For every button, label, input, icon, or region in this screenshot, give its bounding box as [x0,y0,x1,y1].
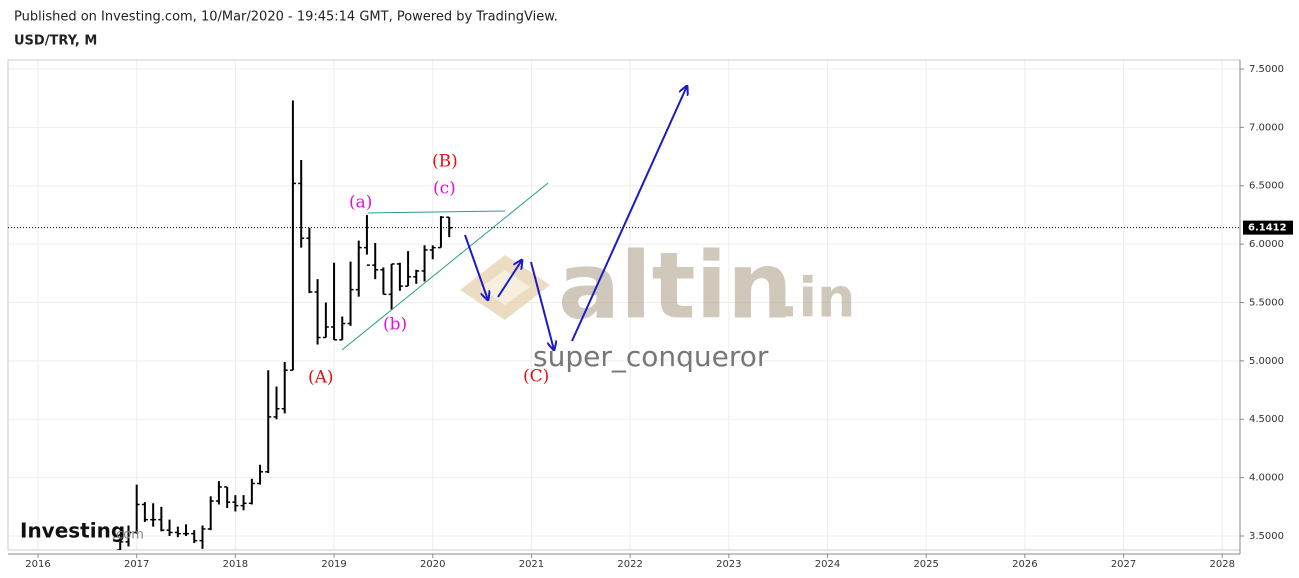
watermark: altin .in [460,232,855,339]
arrow [464,234,488,300]
wave-label: (a) [349,193,372,213]
x-tick-label: 2019 [321,559,346,570]
y-tick-label: 6.0000 [1249,239,1284,250]
watermark-tld: .in [778,267,855,330]
y-tick-label: 4.5000 [1249,414,1284,425]
wave-label: (C) [523,367,549,387]
x-tick-label: 2027 [1111,559,1136,570]
wave-label: (c) [433,179,456,199]
published-note: Published on Investing.com, 10/Mar/2020 … [14,10,558,25]
x-tick-label: 2021 [519,559,544,570]
logo-name: Investing [20,519,125,543]
watermark-brand: altin [558,232,793,339]
x-tick-label: 2028 [1210,559,1235,570]
y-tick-label: 7.5000 [1249,64,1284,75]
wave-label: (A) [308,368,334,388]
bars [117,100,453,550]
y-tick-label: 5.0000 [1249,356,1284,367]
author: super_conqueror [533,340,769,373]
x-tick-label: 2022 [617,559,642,570]
x-tick-label: 2016 [25,559,50,570]
y-tick-label: 3.5000 [1249,531,1284,542]
y-tick-label: 5.5000 [1249,297,1284,308]
x-tick-label: 2023 [716,559,741,570]
arrow [497,260,522,298]
x-tick-label: 2020 [420,559,445,570]
trend-line [341,182,549,351]
logo-suffix: .com [112,528,144,543]
x-tick-label: 2025 [913,559,938,570]
y-tick-label: 6.5000 [1249,181,1284,192]
wave-label: (B) [432,152,458,172]
y-tick-label: 4.0000 [1249,473,1284,484]
arrow [530,261,554,350]
last-price-label: 6.1412 [1248,223,1287,234]
arrow [571,86,687,342]
x-tick-label: 2026 [1012,559,1037,570]
last-price-box [1243,220,1293,235]
symbol: USD/TRY, M [14,34,97,49]
x-tick-label: 2024 [815,559,840,570]
trend-line [367,210,506,214]
x-tick-label: 2017 [124,559,149,570]
x-tick-label: 2018 [223,559,248,570]
y-tick-label: 7.0000 [1249,122,1284,133]
wave-label: (b) [383,315,407,335]
